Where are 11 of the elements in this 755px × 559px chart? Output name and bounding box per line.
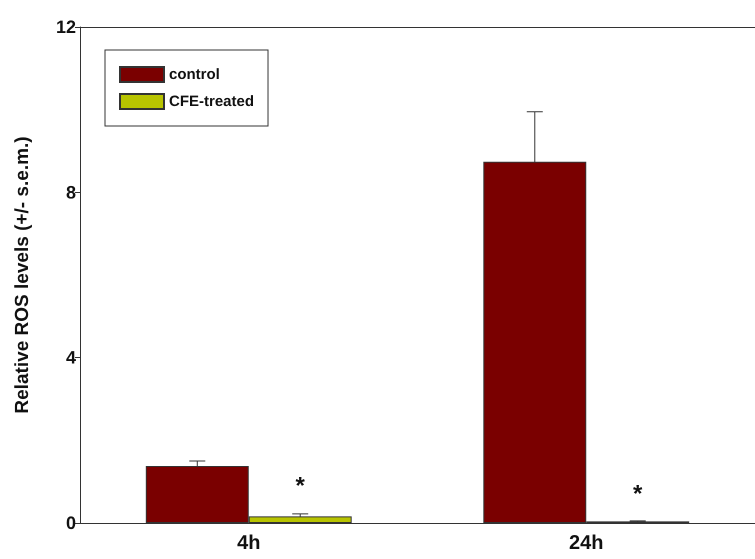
y-tick-label: 8 — [66, 182, 76, 202]
x-tick-label: 4h — [237, 532, 260, 554]
x-tick-label: 24h — [569, 532, 604, 554]
annotation: * — [296, 472, 306, 500]
y-axis-title: Relative ROS levels (+/- s.e.m.) — [12, 136, 33, 414]
annotation: * — [633, 480, 644, 508]
legend-label: CFE-treated — [169, 93, 254, 110]
y-tick-label: 12 — [56, 17, 76, 37]
legend-label: control — [169, 66, 220, 83]
y-tick-label: 4 — [66, 348, 76, 368]
y-tick-label: 0 — [66, 513, 76, 533]
